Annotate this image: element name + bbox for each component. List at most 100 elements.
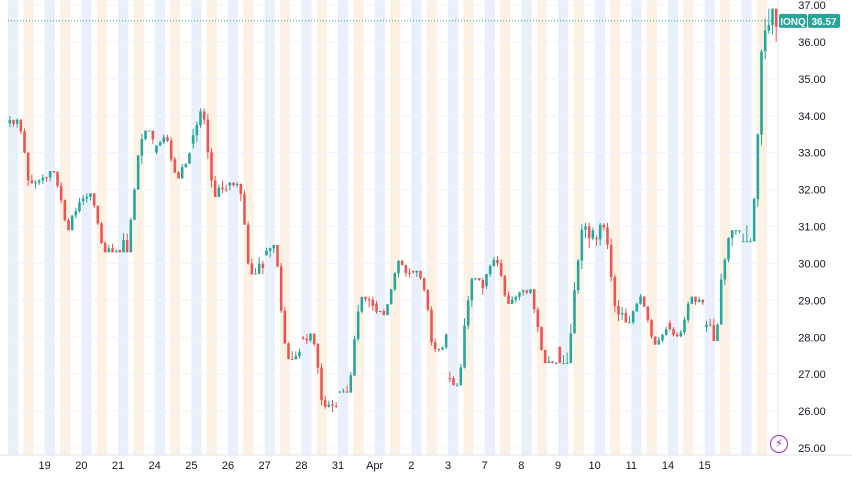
candle-up — [763, 30, 767, 52]
y-tick-label: 30.00 — [798, 258, 826, 270]
candle-up — [272, 244, 276, 249]
x-tick-label: 10 — [589, 460, 601, 472]
candle-up — [752, 199, 756, 242]
candle-down — [430, 309, 433, 343]
y-tick-label: 36.00 — [798, 37, 826, 49]
candle-up — [15, 119, 19, 124]
candle-down — [232, 182, 235, 186]
candle-down — [375, 303, 378, 312]
candle-down — [701, 299, 705, 303]
candle-up — [580, 229, 584, 261]
candle-down — [367, 299, 371, 301]
candle-up — [37, 180, 41, 183]
candle-down — [606, 227, 609, 245]
pre-market-band — [720, 0, 731, 455]
candle-up — [158, 142, 162, 146]
post-market-band — [374, 0, 385, 455]
post-market-band — [81, 0, 92, 455]
candle-down — [276, 244, 279, 267]
post-market-band — [154, 0, 165, 455]
candle-down — [331, 404, 334, 406]
time-axis[interactable]: 19 20 21 24 25 26 27 28 31 Apr 2 3 7 8 9 10 11 14 15 — [0, 454, 852, 472]
candle-up — [576, 260, 580, 291]
last-price-label: IONQ 36.57 — [779, 13, 840, 28]
candle-down — [261, 263, 265, 269]
candle-down — [540, 326, 543, 350]
candle-down — [206, 119, 210, 153]
pre-market-band — [536, 0, 547, 455]
candle-down — [408, 272, 411, 274]
candle-up — [529, 289, 532, 293]
candle-up — [155, 145, 158, 153]
candle-down — [708, 324, 712, 326]
candle-down — [59, 185, 63, 201]
candle-up — [188, 153, 191, 164]
candle-down — [96, 205, 100, 224]
candle-up — [584, 226, 587, 230]
candle-down — [224, 189, 228, 191]
pre-market-band — [756, 0, 767, 455]
candle-up — [114, 251, 118, 253]
y-tick-label: 35.00 — [798, 74, 826, 86]
post-market-band — [411, 0, 422, 455]
post-market-band — [44, 0, 55, 455]
candle-down — [100, 223, 103, 244]
candle-down — [12, 120, 15, 124]
candle-down — [52, 171, 56, 173]
y-tick-label: 29.00 — [798, 295, 826, 307]
candle-up — [716, 324, 719, 341]
candle-up — [683, 319, 686, 333]
y-tick-label: 28.00 — [798, 332, 826, 344]
candle-down — [595, 238, 598, 240]
candle-down — [536, 309, 540, 327]
candle-up — [327, 404, 331, 407]
pre-market-band — [646, 0, 657, 455]
price-axis[interactable]: 37.00 36.00 35.00 34.00 33.00 32.00 31.00 30.00… — [777, 0, 826, 455]
candle-down — [111, 248, 114, 253]
candle-up — [719, 279, 723, 325]
candle-down — [239, 183, 243, 195]
candle-up — [147, 130, 151, 132]
candle-down — [334, 405, 338, 407]
candle-up — [389, 289, 393, 305]
candle-down — [617, 305, 620, 315]
x-tick-label: 21 — [112, 460, 124, 472]
x-tick-label: 26 — [222, 460, 234, 472]
candle-up — [705, 324, 708, 327]
candle-up — [463, 325, 466, 368]
pre-market-band — [390, 0, 401, 455]
candle-down — [243, 194, 246, 225]
pre-market-band — [316, 0, 327, 455]
candle-up — [78, 202, 81, 212]
candle-up — [591, 230, 595, 239]
candle-down — [426, 289, 430, 310]
candle-up — [162, 137, 166, 143]
candle-down — [118, 249, 122, 253]
price-tag — [808, 13, 840, 28]
candle-up — [217, 187, 221, 197]
candle-down — [103, 243, 107, 253]
x-tick-label: 28 — [295, 460, 307, 472]
candle-up — [48, 171, 52, 178]
post-market-band — [191, 0, 202, 455]
x-tick-label: 2 — [408, 460, 414, 472]
candle-down — [19, 119, 23, 132]
candle-down — [56, 172, 59, 186]
candle-down — [287, 343, 290, 359]
flash-icon[interactable]: ⚡ — [770, 435, 788, 453]
post-market-band — [8, 0, 19, 455]
candle-up — [70, 215, 74, 231]
x-tick-label: 14 — [662, 460, 674, 472]
candle-up — [129, 219, 133, 253]
pre-market-band — [683, 0, 694, 455]
x-tick-label: 31 — [332, 460, 344, 472]
candle-up — [455, 385, 459, 387]
candle-up — [664, 329, 668, 335]
candle-down — [507, 295, 510, 305]
candle-up — [474, 278, 477, 280]
candle-up — [268, 248, 272, 251]
candle-down — [67, 220, 70, 231]
candle-up — [690, 296, 694, 304]
